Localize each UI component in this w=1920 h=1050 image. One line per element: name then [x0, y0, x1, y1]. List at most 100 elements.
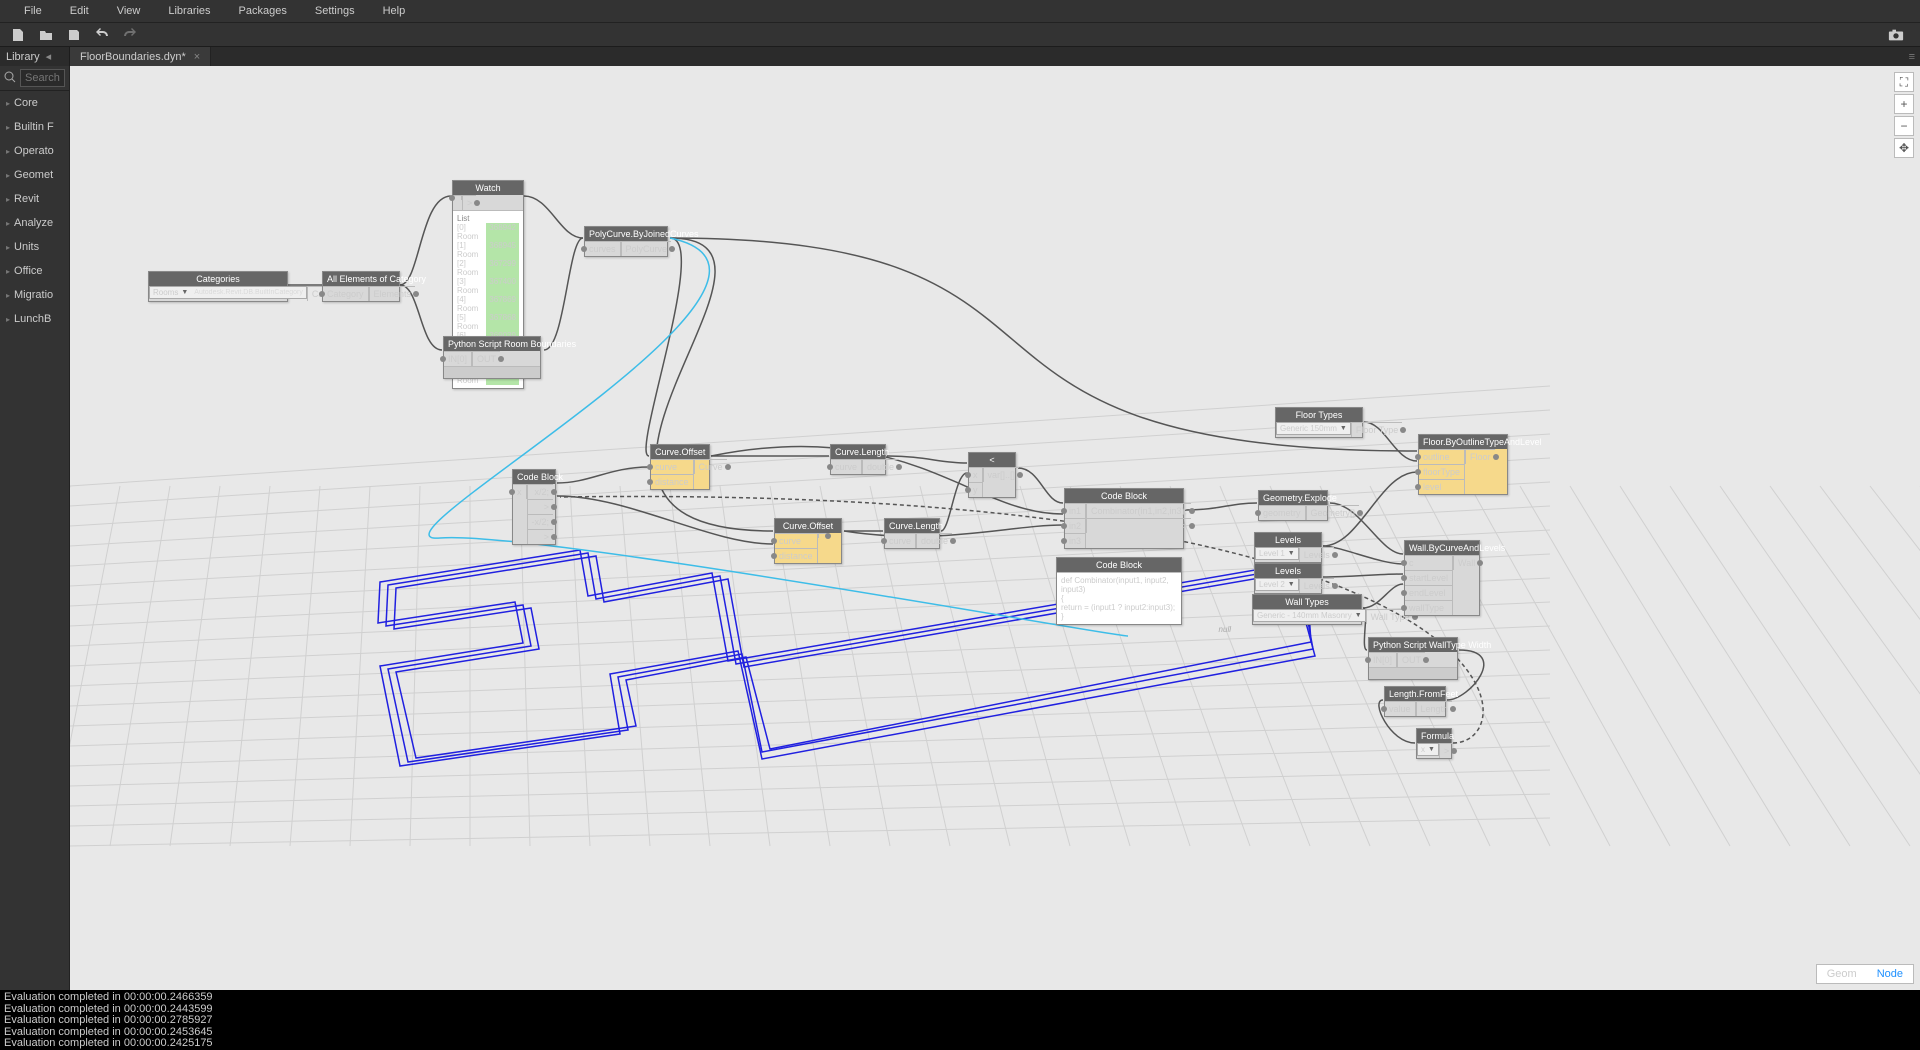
port[interactable]: wallType: [1405, 600, 1453, 615]
port[interactable]: c: [1405, 555, 1453, 570]
port[interactable]: Wall: [1453, 555, 1479, 570]
port[interactable]: Category: [323, 286, 369, 301]
node-levels1[interactable]: LevelsLevel 1▼Levels: [1254, 532, 1322, 563]
port[interactable]: Floor: [1465, 449, 1495, 464]
menu-settings[interactable]: Settings: [301, 5, 369, 17]
node-python1[interactable]: Python Script Room BoundariesIN[0]OUT+−.…: [443, 336, 541, 379]
dropdown[interactable]: Generic 150mm▼: [1276, 422, 1351, 435]
search-input[interactable]: [20, 69, 65, 87]
port-pin-icon[interactable]: [1401, 560, 1407, 566]
node-codeblock1[interactable]: Code Blockxx/2;>-x/2;>: [512, 469, 556, 545]
port[interactable]: outline: [1419, 449, 1465, 464]
node-walltypes[interactable]: Wall TypesGeneric - 140mm Masonry▼Wall T…: [1252, 594, 1362, 625]
port-pin-icon[interactable]: [1061, 508, 1067, 514]
port[interactable]: Elements: [369, 286, 416, 301]
port-pin-icon[interactable]: [1357, 510, 1363, 516]
port-pin-icon[interactable]: [1415, 469, 1421, 475]
port[interactable]: in3: [1065, 533, 1086, 548]
port[interactable]: Curve: [694, 459, 727, 474]
port[interactable]: OUT: [472, 351, 500, 366]
library-panel-tab[interactable]: Library ◂: [0, 47, 70, 66]
menu-packages[interactable]: Packages: [225, 5, 301, 17]
lib-item-analyze[interactable]: ▸Analyze: [0, 211, 69, 235]
node-floorcreate[interactable]: Floor.ByOutlineTypeAndLeveloutlinefloorT…: [1418, 434, 1508, 495]
lib-item-lunchbox[interactable]: ▸LunchB: [0, 307, 69, 331]
port-pin-icon[interactable]: [413, 291, 419, 297]
dropdown[interactable]: Level 1▼: [1255, 547, 1299, 560]
open-file-icon[interactable]: [38, 27, 54, 43]
lib-item-builtin[interactable]: ▸Builtin F: [0, 115, 69, 139]
port[interactable]: curves: [585, 241, 621, 256]
port[interactable]: in2: [1065, 518, 1086, 533]
port-pin-icon[interactable]: [1061, 538, 1067, 544]
port-pin-icon[interactable]: [581, 246, 587, 252]
graph-canvas[interactable]: CategoriesRooms▼Autodesk.Revit.DB.BuiltI…: [70, 66, 1920, 990]
port-pin-icon[interactable]: [1255, 510, 1261, 516]
port[interactable]: x: [969, 467, 983, 482]
lib-item-revit[interactable]: ▸Revit: [0, 187, 69, 211]
port-pin-icon[interactable]: [1423, 657, 1429, 663]
node-curveoffset2[interactable]: Curve.Offsetcurvedistance: [774, 518, 842, 564]
pan-button[interactable]: ✥: [1894, 138, 1914, 158]
node-categories[interactable]: CategoriesRooms▼Autodesk.Revit.DB.BuiltI…: [148, 271, 288, 302]
dropdown[interactable]: Generic - 140mm Masonry▼: [1253, 609, 1366, 622]
node-polycurve[interactable]: PolyCurve.ByJoinedCurvescurvesPolyCurve: [584, 226, 668, 257]
port-pin-icon[interactable]: [950, 538, 956, 544]
lib-item-geometry[interactable]: ▸Geomet: [0, 163, 69, 187]
port-pin-icon[interactable]: [647, 479, 653, 485]
port[interactable]: var[]..[]: [983, 467, 1020, 482]
port[interactable]: IN[0]: [1369, 652, 1397, 667]
document-tab[interactable]: FloorBoundaries.dyn* ×: [70, 47, 211, 66]
menu-file[interactable]: File: [10, 5, 56, 17]
lib-item-operators[interactable]: ▸Operato: [0, 139, 69, 163]
node-codeblock3[interactable]: Code Blockdef Combinator(input1, input2,…: [1056, 557, 1182, 625]
port[interactable]: curve: [831, 459, 862, 474]
port-pin-icon[interactable]: [1451, 748, 1457, 754]
new-file-icon[interactable]: [10, 27, 26, 43]
port[interactable]: distance: [775, 548, 818, 563]
port-pin-icon[interactable]: [509, 489, 515, 495]
port-pin-icon[interactable]: [1332, 583, 1338, 589]
menu-edit[interactable]: Edit: [56, 5, 103, 17]
undo-icon[interactable]: [94, 27, 110, 43]
port-pin-icon[interactable]: [825, 533, 831, 539]
port[interactable]: >: [462, 195, 476, 210]
port-pin-icon[interactable]: [1017, 472, 1023, 478]
port[interactable]: geometry: [1259, 505, 1306, 520]
lib-item-core[interactable]: ▸Core: [0, 91, 69, 115]
port[interactable]: distance: [651, 474, 694, 489]
port-pin-icon[interactable]: [1477, 560, 1483, 566]
node-lessthan[interactable]: <xyvar[]..[]: [968, 452, 1016, 498]
node-wallcreate[interactable]: Wall.ByCurveAndLevelscstartLevelendLevel…: [1404, 540, 1480, 616]
port[interactable]: value: [1385, 701, 1416, 716]
port-pin-icon[interactable]: [896, 464, 902, 470]
port-pin-icon[interactable]: [965, 487, 971, 493]
zoom-in-button[interactable]: +: [1894, 94, 1914, 114]
port[interactable]: floorType: [1419, 464, 1465, 479]
zoom-fit-button[interactable]: ⛶: [1894, 72, 1914, 92]
port[interactable]: double: [916, 533, 952, 548]
port[interactable]: OUT: [1397, 652, 1425, 667]
port[interactable]: endLevel: [1405, 585, 1453, 600]
port-pin-icon[interactable]: [1401, 590, 1407, 596]
menu-view[interactable]: View: [103, 5, 155, 17]
port[interactable]: [453, 195, 462, 200]
port[interactable]: y: [969, 482, 983, 497]
node-curvelen2[interactable]: Curve.Lengthcurvedouble: [884, 518, 940, 549]
port[interactable]: level: [1419, 479, 1465, 494]
port-pin-icon[interactable]: [1415, 484, 1421, 490]
save-icon[interactable]: [66, 27, 82, 43]
node-curvelen1[interactable]: Curve.Lengthcurvedouble: [830, 444, 886, 475]
port[interactable]: curve: [651, 459, 694, 474]
port-pin-icon[interactable]: [474, 200, 480, 206]
node-python2[interactable]: Python Script WallType WidthIN[0]OUT+−..…: [1368, 637, 1458, 680]
lacing-control[interactable]: +−...: [1369, 667, 1457, 679]
node-floortypes[interactable]: Floor TypesGeneric 150mm▼Floor Type: [1275, 407, 1363, 438]
port-pin-icon[interactable]: [449, 195, 455, 201]
lacing-control[interactable]: +−...: [444, 366, 540, 378]
collapse-icon[interactable]: ◂: [46, 50, 52, 63]
port[interactable]: Length: [1416, 701, 1453, 716]
port-pin-icon[interactable]: [1332, 552, 1338, 558]
port-pin-icon[interactable]: [881, 538, 887, 544]
port-pin-icon[interactable]: [1450, 706, 1456, 712]
